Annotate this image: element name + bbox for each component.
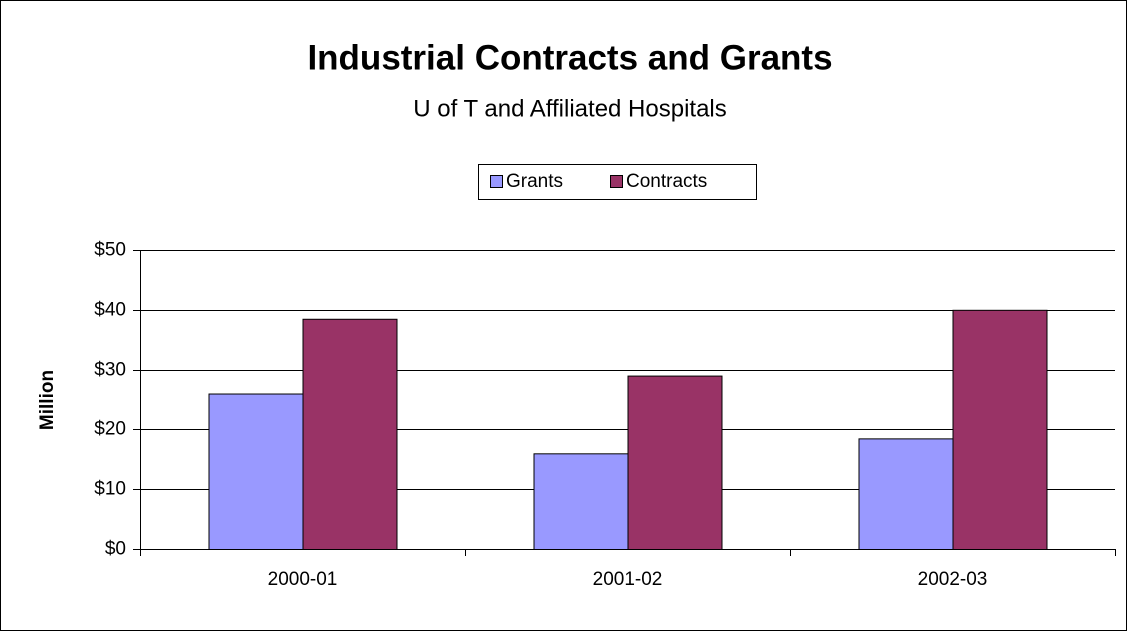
x-tick-label: 2001-02 <box>593 569 663 590</box>
y-tick-label: $50 <box>94 240 126 261</box>
y-tick-label: $40 <box>94 300 126 321</box>
bar <box>533 453 629 551</box>
y-axis-label: Million <box>37 370 58 430</box>
bar <box>858 438 954 550</box>
bar <box>627 375 723 550</box>
x-tick-label: 2002-03 <box>918 569 988 590</box>
legend-swatch <box>490 175 503 188</box>
y-tick-label: $20 <box>94 419 126 440</box>
legend-label: Contracts <box>626 171 707 192</box>
bar <box>952 309 1048 550</box>
y-tick-label: $0 <box>105 539 126 560</box>
legend-swatch <box>610 175 623 188</box>
y-tick-label: $30 <box>94 360 126 381</box>
bar <box>302 318 398 550</box>
chart-title: Industrial Contracts and Grants <box>307 38 832 77</box>
bar <box>208 393 304 550</box>
chart-subtitle: U of T and Affiliated Hospitals <box>413 95 727 122</box>
x-tick-label: 2000-01 <box>268 569 338 590</box>
y-tick-label: $10 <box>94 479 126 500</box>
legend-label: Grants <box>506 171 563 192</box>
